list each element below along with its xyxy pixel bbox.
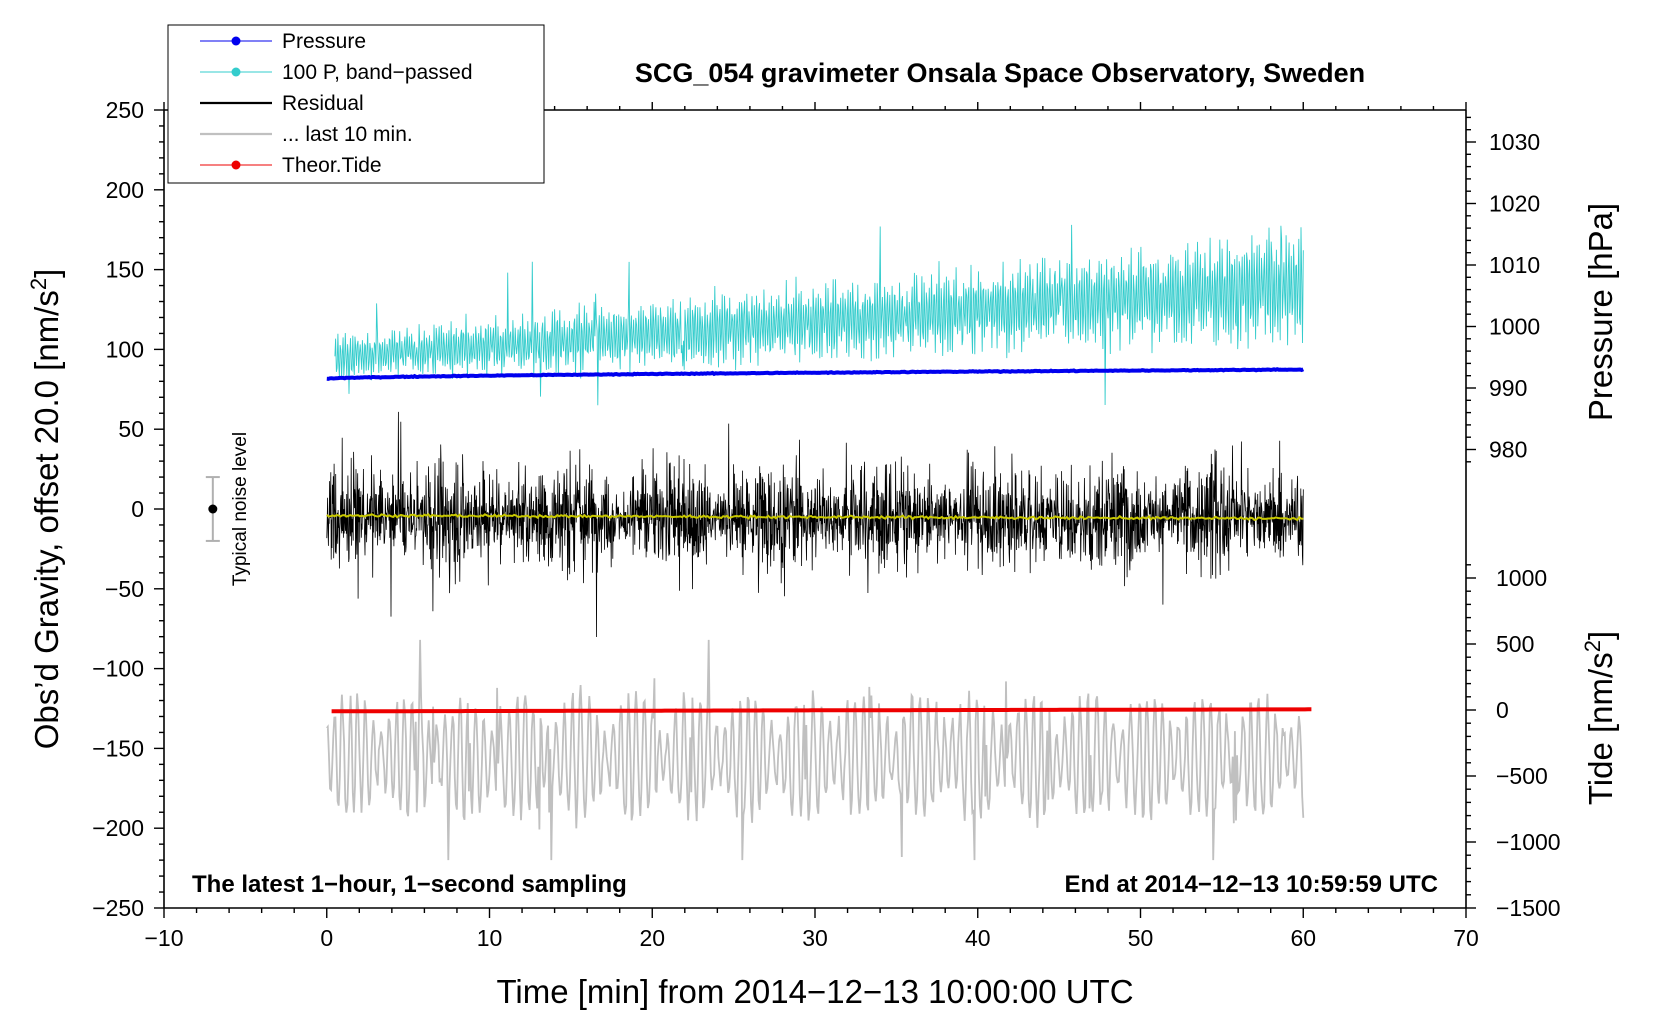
series-theoretical-tide bbox=[331, 707, 1312, 714]
legend-label-4: Theor.Tide bbox=[282, 154, 382, 177]
x-tick-label: 20 bbox=[639, 925, 665, 951]
y-axis-title-left-sup: 2 bbox=[26, 278, 51, 290]
annotation-right: End at 2014−12−13 10:59:59 UTC bbox=[1064, 871, 1438, 898]
left-tick-label: −50 bbox=[105, 576, 144, 602]
annotation-left: The latest 1−hour, 1−second sampling bbox=[192, 871, 627, 898]
left-tick-label: 250 bbox=[106, 97, 144, 123]
y-axis-title-pressure: Pressure [hPa] bbox=[1582, 203, 1619, 421]
x-tick-label: −10 bbox=[144, 925, 183, 951]
tide-tick-label: −500 bbox=[1496, 763, 1548, 789]
left-tick-label: −250 bbox=[92, 895, 144, 921]
left-tick-label: 100 bbox=[106, 336, 144, 362]
legend-label-0: Pressure bbox=[282, 30, 366, 53]
legend-marker-1 bbox=[231, 67, 241, 77]
tide-tick-label: 500 bbox=[1496, 631, 1534, 657]
x-tick-label: 30 bbox=[802, 925, 828, 951]
y-axis-title-left-tail: ] bbox=[28, 269, 65, 278]
y-axis-title-tide: Tide [nm/s2] bbox=[1580, 631, 1619, 805]
x-axis-title: Time [min] from 2014−12−13 10:00:00 UTC bbox=[496, 973, 1133, 1010]
x-tick-label: 70 bbox=[1453, 925, 1479, 951]
pressure-tick-label: 980 bbox=[1489, 437, 1527, 463]
left-tick-label: 50 bbox=[118, 416, 144, 442]
left-tick-label: −200 bbox=[92, 815, 144, 841]
x-tick-label: 0 bbox=[320, 925, 333, 951]
y-axis-title-left: Obs’d Gravity, offset 20.0 [nm/s2] bbox=[26, 269, 65, 750]
y-axis-title-left-main: Obs’d Gravity, offset 20.0 [nm/s bbox=[28, 290, 65, 749]
left-tick-label: −150 bbox=[92, 735, 144, 761]
left-tick-label: 200 bbox=[106, 177, 144, 203]
legend-label-1: 100 P, band−passed bbox=[282, 61, 473, 84]
x-tick-label: 50 bbox=[1128, 925, 1154, 951]
x-tick-label: 60 bbox=[1290, 925, 1316, 951]
tide-tick-label: 0 bbox=[1496, 697, 1509, 723]
legend: Pressure 100 P, band−passed Residual ... la… bbox=[167, 24, 545, 184]
x-tick-label: 40 bbox=[965, 925, 991, 951]
series-last-10-min bbox=[326, 639, 1305, 861]
chart-title: SCG_054 gravimeter Onsala Space Observat… bbox=[635, 58, 1365, 88]
legend-marker-0 bbox=[231, 36, 241, 46]
pressure-tick-label: 1030 bbox=[1489, 129, 1540, 155]
noise-bar-center bbox=[208, 504, 218, 514]
pressure-tick-label: 990 bbox=[1489, 375, 1527, 401]
pressure-tick-label: 1000 bbox=[1489, 314, 1540, 340]
tide-tick-label: 1000 bbox=[1496, 565, 1547, 591]
noise-level-label: Typical noise level bbox=[230, 432, 251, 586]
y-axis-title-tide-main: Tide [nm/s bbox=[1582, 652, 1619, 805]
tide-tick-label: −1500 bbox=[1496, 895, 1561, 921]
left-tick-label: −100 bbox=[92, 656, 144, 682]
pressure-tick-label: 1020 bbox=[1489, 191, 1540, 217]
series-pressure bbox=[326, 367, 1305, 381]
pressure-tick-label: 1010 bbox=[1489, 252, 1540, 278]
series-band-passed-pressure bbox=[334, 224, 1304, 406]
left-tick-label: 0 bbox=[131, 496, 144, 522]
tide-tick-label: −1000 bbox=[1496, 829, 1561, 855]
left-tick-label: 150 bbox=[106, 257, 144, 283]
ticks-layer: −10 0 10 20 30 40 50 60 70250200150100500−50−100… bbox=[92, 97, 1560, 951]
noise-level-indicator bbox=[205, 476, 220, 542]
series-residual bbox=[326, 411, 1304, 638]
series-residual-smoothed bbox=[326, 512, 1304, 522]
y-axis-title-tide-sup: 2 bbox=[1580, 640, 1605, 652]
y-axis-title-tide-tail: ] bbox=[1582, 631, 1619, 640]
legend-marker-4 bbox=[231, 160, 241, 170]
series-layer bbox=[326, 224, 1312, 861]
legend-label-3: ... last 10 min. bbox=[282, 123, 413, 146]
legend-label-2: Residual bbox=[282, 92, 364, 115]
x-tick-label: 10 bbox=[477, 925, 503, 951]
